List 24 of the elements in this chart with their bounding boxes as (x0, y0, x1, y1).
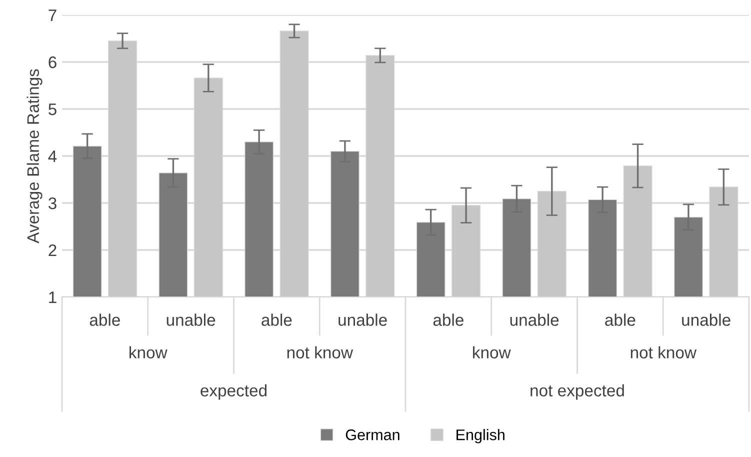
x-tick-label: able (262, 314, 292, 326)
x-tick-label: able (433, 314, 464, 326)
text: not know (630, 346, 697, 358)
text: know (473, 346, 511, 358)
x-tick-label: unable (338, 314, 387, 326)
text: not know (287, 346, 354, 358)
y-tick-label: 7 (48, 10, 56, 22)
text: know (130, 346, 168, 358)
x-tick-label: unable (682, 314, 730, 326)
legend-label: English (456, 429, 504, 444)
legend-label: German (346, 429, 400, 440)
y-tick-label: 3 (48, 197, 56, 210)
y-tick-label: 5 (48, 104, 56, 116)
x-tick-label: unable (166, 314, 216, 326)
y-tick-label: 2 (48, 244, 56, 256)
y-tick-label: 6 (48, 56, 56, 68)
text: not expected (530, 384, 624, 400)
text: expected (200, 384, 266, 400)
x-tick-label: able (90, 314, 120, 326)
y-axis-title: Average Blame Ratings (26, 69, 42, 244)
x-tick-label: unable (510, 314, 559, 326)
y-tick-label: 4 (48, 150, 57, 162)
y-tick-label: 1 (49, 292, 56, 304)
x-tick-label: able (605, 314, 636, 326)
